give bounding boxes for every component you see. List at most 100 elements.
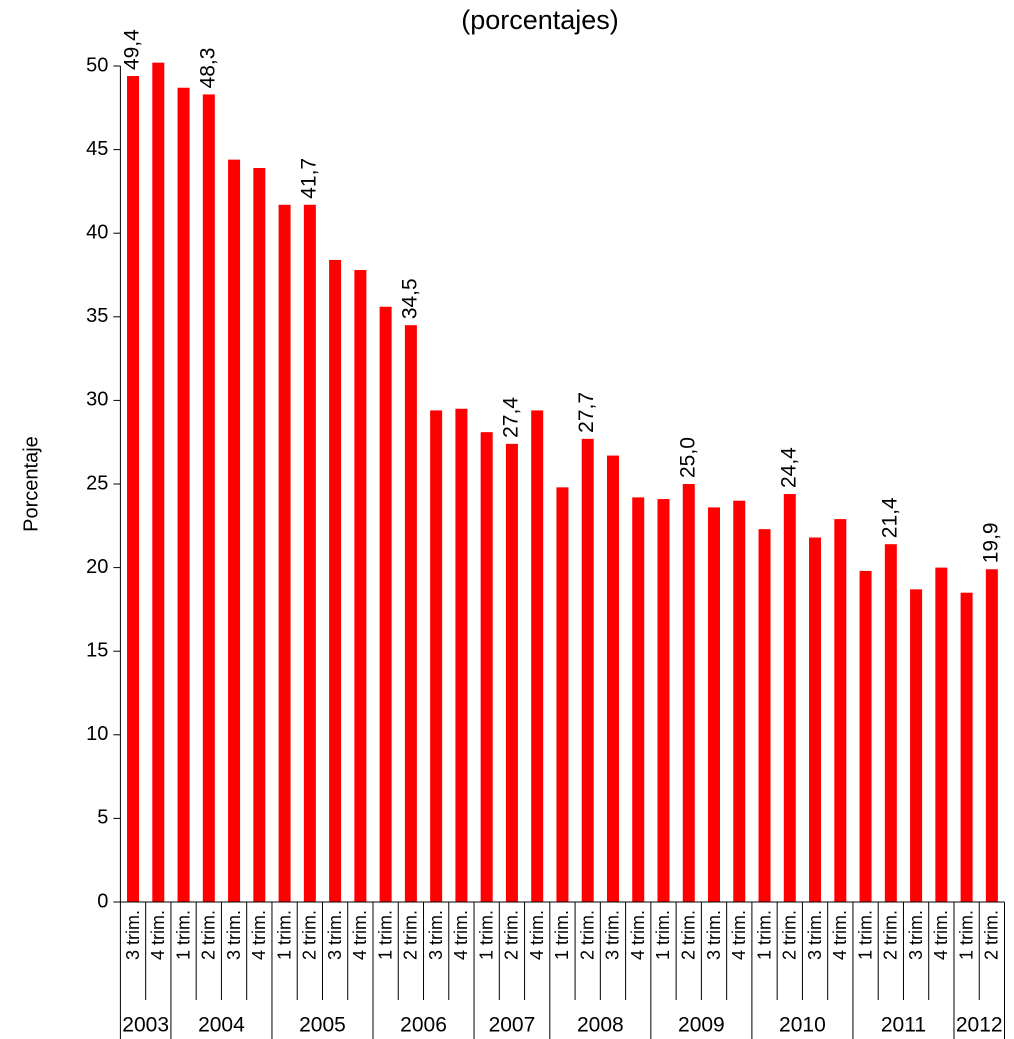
value-label: 25,0 [676,437,699,478]
x-tick-label: 4 trim. [729,910,749,960]
x-tick-label: 1 trim. [754,910,774,960]
x-tick-label: 1 trim. [552,910,572,960]
x-tick-label: 4 trim. [148,910,168,960]
bar [960,592,973,902]
bar [581,438,594,902]
x-tick-label: 2 trim. [300,910,320,960]
y-tick-label: 20 [86,556,108,578]
y-tick-label: 40 [86,221,108,243]
x-tick-label: 2 trim. [577,910,597,960]
bar [480,432,493,902]
x-tick-label: 1 trim. [855,910,875,960]
x-tick-label: 3 trim. [603,910,623,960]
y-tick-label: 45 [86,138,108,160]
bar [455,408,468,902]
x-tick-label: 2 trim. [780,910,800,960]
bar [354,269,367,902]
y-tick-label: 0 [97,890,108,912]
bar [404,325,417,902]
y-tick-label: 25 [86,472,108,494]
x-tick-label: 2 trim. [982,910,1002,960]
x-tick-label: 3 trim. [906,910,926,960]
x-tick-label: 1 trim. [956,910,976,960]
bar [177,87,190,902]
bar [859,570,872,902]
bar [758,529,771,902]
value-label: 41,7 [297,158,320,199]
bar [708,507,721,902]
bar [682,484,695,902]
x-tick-label: 1 trim. [173,910,193,960]
bar [632,497,645,902]
x-tick-label: 4 trim. [451,910,471,960]
bar [657,499,670,902]
bar [202,94,215,902]
bar [228,159,241,902]
x-tick-label: 3 trim. [123,910,143,960]
bar [809,537,822,902]
x-tick-label: 2 trim. [881,910,901,960]
x-tick-label: 4 trim. [931,910,951,960]
bar [303,204,316,902]
x-tick-label: 1 trim. [274,910,294,960]
x-tick-label: 3 trim. [805,910,825,960]
bar [606,455,619,902]
group-label: 2007 [489,1014,536,1037]
bar [884,544,897,902]
value-label: 27,4 [499,397,522,438]
x-tick-label: 3 trim. [704,910,724,960]
bar [127,76,140,903]
value-label: 24,4 [777,447,800,488]
value-label: 27,7 [575,392,598,433]
bar [152,62,165,902]
bar [505,443,518,902]
group-label: 2003 [122,1014,169,1037]
bar [985,569,998,902]
value-label: 48,3 [196,48,219,89]
bar [834,519,847,902]
group-label: 2006 [400,1014,447,1037]
bar [783,494,796,902]
bar [379,306,392,902]
group-label: 2012 [956,1014,1003,1037]
x-tick-label: 4 trim. [350,910,370,960]
x-tick-label: 1 trim. [476,910,496,960]
x-tick-label: 3 trim. [224,910,244,960]
y-tick-label: 5 [97,807,108,829]
bar [733,500,746,902]
x-tick-label: 4 trim. [527,910,547,960]
value-label: 34,5 [398,278,421,319]
y-tick-label: 50 [86,54,108,76]
group-label: 2004 [198,1014,245,1037]
x-tick-label: 2 trim. [502,910,522,960]
y-tick-label: 15 [86,639,108,661]
bar [278,204,291,902]
bar [910,589,923,902]
bar [531,410,544,902]
chart-title: (porcentajes) [461,5,619,35]
group-label: 2009 [678,1014,725,1037]
x-tick-label: 3 trim. [426,910,446,960]
value-label: 19,9 [979,522,1002,563]
value-label: 49,4 [121,29,144,70]
bar [430,410,443,902]
x-tick-label: 2 trim. [199,910,219,960]
x-tick-label: 3 trim. [325,910,345,960]
bar [556,487,569,902]
x-tick-label: 1 trim. [653,910,673,960]
y-axis-label: Porcentaje [20,436,42,532]
x-tick-label: 2 trim. [679,910,699,960]
y-tick-label: 30 [86,389,108,411]
group-label: 2008 [577,1014,624,1037]
bar [253,167,266,902]
x-tick-label: 4 trim. [249,910,269,960]
bar [935,567,948,902]
x-tick-label: 4 trim. [830,910,850,960]
value-label: 21,4 [878,497,901,538]
x-tick-label: 2 trim. [401,910,421,960]
x-tick-label: 4 trim. [628,910,648,960]
group-label: 2011 [881,1014,926,1037]
y-tick-label: 10 [86,723,108,745]
y-tick-label: 35 [86,305,108,327]
